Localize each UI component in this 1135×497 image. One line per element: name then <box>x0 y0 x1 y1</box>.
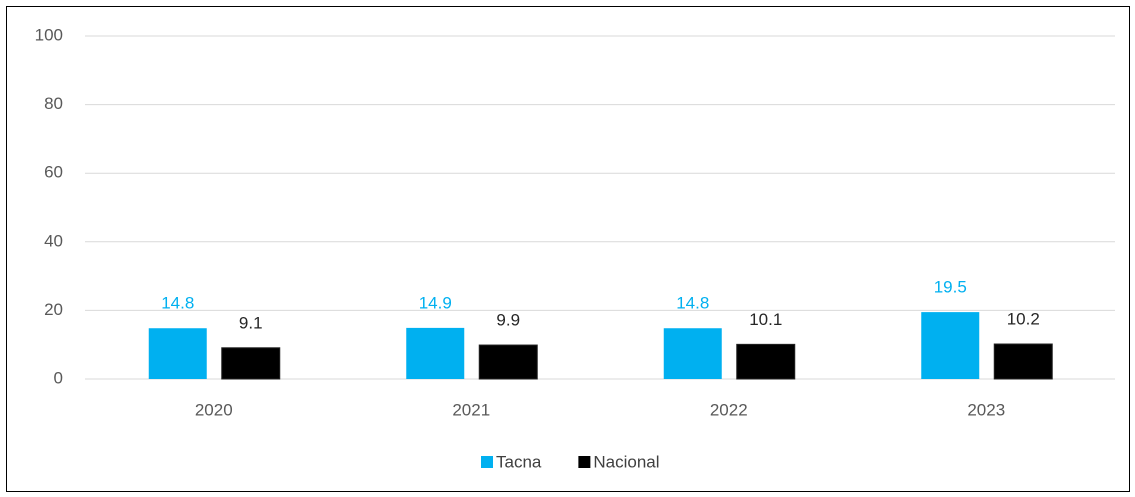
bar <box>663 328 722 379</box>
bar <box>406 327 465 379</box>
data-label: 10.2 <box>1007 309 1040 328</box>
data-label: 14.9 <box>419 293 452 312</box>
y-tick-label: 80 <box>44 94 63 113</box>
data-label: 19.5 <box>934 278 967 297</box>
legend-swatch <box>578 456 591 468</box>
bar <box>736 343 796 380</box>
x-tick-label: 2020 <box>195 400 233 419</box>
data-label: 9.9 <box>496 311 520 330</box>
chart-border <box>6 6 1130 492</box>
x-tick-label: 2021 <box>452 400 490 419</box>
legend-label: Nacional <box>593 452 659 471</box>
x-tick-label: 2023 <box>967 400 1005 419</box>
y-tick-label: 100 <box>35 25 63 44</box>
data-label: 9.1 <box>239 313 263 332</box>
data-label: 14.8 <box>161 294 194 313</box>
bar <box>148 328 207 379</box>
y-tick-label: 0 <box>54 368 63 387</box>
bar <box>921 312 980 379</box>
data-label: 10.1 <box>749 310 782 329</box>
bar <box>221 347 281 380</box>
y-tick-label: 40 <box>44 231 63 250</box>
y-tick-label: 60 <box>44 163 63 182</box>
bar <box>478 344 538 380</box>
y-tick-label: 20 <box>44 300 63 319</box>
data-label: 14.8 <box>676 294 709 313</box>
x-tick-label: 2022 <box>710 400 748 419</box>
legend-swatch <box>481 456 493 468</box>
bar <box>993 343 1053 380</box>
legend-label: Tacna <box>496 452 542 471</box>
